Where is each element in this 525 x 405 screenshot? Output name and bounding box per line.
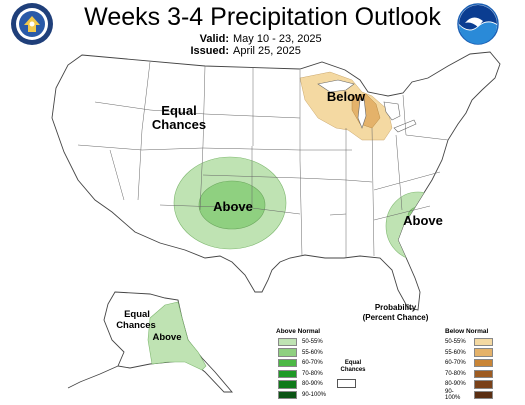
legend-above-swatch bbox=[278, 358, 297, 368]
lake-erie bbox=[393, 119, 417, 133]
legend-below-swatch bbox=[474, 390, 493, 400]
legend-title-line2: (Percent Chance) bbox=[362, 313, 429, 322]
legend-below-swatch bbox=[474, 348, 493, 357]
legend-above-swatch bbox=[278, 390, 297, 400]
legend-above-label: 70-80% bbox=[302, 370, 323, 377]
legend-title-line1: Probability bbox=[374, 303, 417, 312]
legend-above-swatch bbox=[278, 348, 297, 357]
issued-value: April 25, 2025 bbox=[233, 45, 301, 57]
state-borders bbox=[77, 61, 449, 258]
legend-above-label: 55-60% bbox=[302, 349, 323, 356]
above-central-label: Above bbox=[213, 199, 253, 214]
legend-above-column: 50-55% 55-60% 60-70% 70-80% 80-90% 90-100% bbox=[278, 337, 326, 401]
below-label: Below bbox=[327, 89, 366, 104]
probability-legend: Probability (Percent Chance) Above Norma… bbox=[268, 303, 523, 403]
above-central-inner bbox=[198, 180, 266, 230]
legend-above-row: 70-80% bbox=[278, 369, 326, 379]
legend-above-header: Above Normal bbox=[276, 328, 321, 335]
legend-below-row: 70-80% bbox=[445, 369, 493, 379]
legend-below-label: 55-60% bbox=[445, 349, 466, 356]
legend-above-row: 60-70% bbox=[278, 358, 326, 368]
legend-equal-line1: Equal bbox=[344, 360, 362, 366]
noaa-logo-icon bbox=[457, 3, 499, 45]
legend-above-row: 90-100% bbox=[278, 390, 326, 400]
legend-above-row: 55-60% bbox=[278, 348, 326, 358]
legend-below-label: 90-100% bbox=[445, 388, 461, 401]
valid-label: Valid: bbox=[199, 33, 229, 45]
legend-below-label: 50-55% bbox=[445, 339, 466, 345]
above-southeast-label: Above bbox=[403, 213, 443, 228]
legend-above-row: 80-90% bbox=[278, 379, 326, 389]
legend-below-row: 60-70% bbox=[445, 358, 493, 368]
legend-below-swatch bbox=[474, 358, 493, 368]
legend-below-header: Below Normal bbox=[445, 328, 489, 335]
equal-chances-alaska-line1: Equal bbox=[124, 309, 150, 320]
legend-above-label: 80-90% bbox=[302, 381, 323, 388]
legend-below-row: 90-100% bbox=[445, 388, 493, 401]
legend-below-row: 55-60% bbox=[445, 348, 493, 358]
legend-above-swatch bbox=[278, 337, 297, 347]
legend-below-label: 80-90% bbox=[445, 381, 466, 388]
legend-below-swatch bbox=[474, 369, 493, 379]
alaska-chain bbox=[67, 365, 119, 389]
legend-above-label: 50-55% bbox=[302, 339, 323, 345]
legend-above-label: 90-100% bbox=[302, 391, 327, 398]
equal-chances-alaska-line2: Chances bbox=[116, 320, 156, 331]
legend-below-row: 50-55% bbox=[445, 337, 493, 347]
legend-above-row: 50-55% bbox=[278, 337, 326, 347]
lake-michigan bbox=[357, 97, 367, 129]
legend-below-row: 80-90% bbox=[445, 379, 493, 389]
legend-above-swatch bbox=[278, 369, 297, 379]
legend-equal-chances-label: Equal Chances bbox=[328, 360, 378, 374]
lake-huron bbox=[383, 101, 401, 121]
above-alaska-label: Above bbox=[152, 332, 181, 343]
issued-date: Issued: April 25, 2025 bbox=[186, 45, 301, 57]
legend-below-label: 70-80% bbox=[445, 370, 466, 377]
legend-below-label: 60-70% bbox=[445, 360, 466, 367]
commerce-seal-icon bbox=[11, 3, 53, 45]
issued-label: Issued: bbox=[190, 45, 229, 57]
legend-title: Probability (Percent Chance) bbox=[268, 303, 523, 323]
legend-equal-line2: Chances bbox=[340, 367, 366, 373]
alaska-above-region bbox=[147, 301, 207, 371]
legend-above-swatch bbox=[278, 380, 297, 389]
legend-below-swatch bbox=[474, 380, 493, 389]
valid-value: May 10 - 23, 2025 bbox=[233, 33, 322, 45]
equal-chances-conus-line1: Equal bbox=[161, 103, 196, 118]
legend-equal-swatch bbox=[337, 379, 356, 388]
legend-below-swatch bbox=[474, 337, 493, 347]
valid-dates: Valid: May 10 - 23, 2025 bbox=[186, 33, 322, 45]
legend-below-column: 50-55% 55-60% 60-70% 70-80% 80-90% 90-100% bbox=[445, 337, 493, 401]
map-title: Weeks 3-4 Precipitation Outlook bbox=[84, 3, 441, 31]
lake-superior bbox=[317, 79, 355, 93]
equal-chances-conus-line2: Chances bbox=[152, 117, 206, 132]
legend-above-label: 60-70% bbox=[302, 360, 323, 367]
